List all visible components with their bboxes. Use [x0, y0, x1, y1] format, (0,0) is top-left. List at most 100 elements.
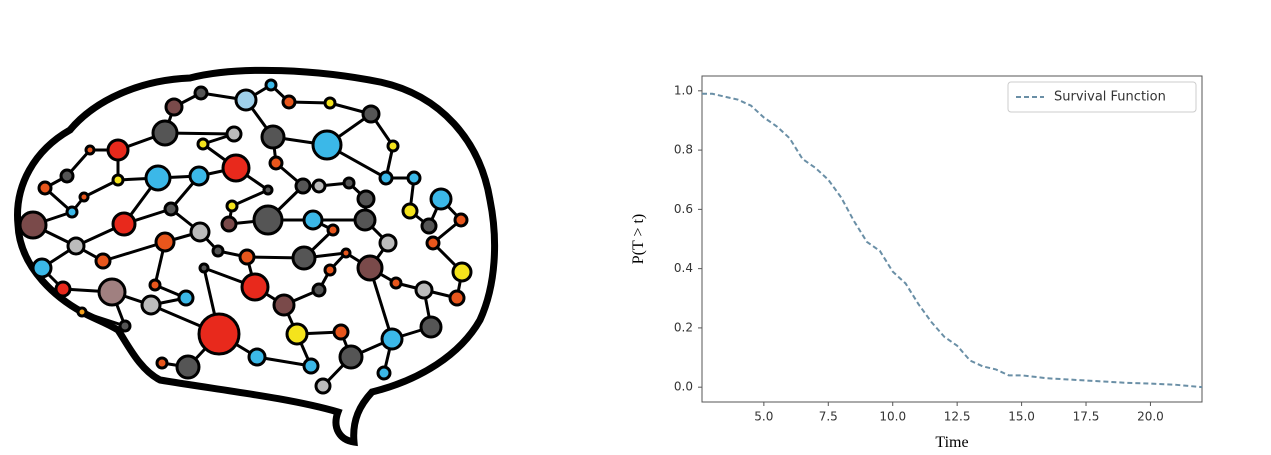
brain-node: [401, 202, 419, 220]
brain-node: [65, 205, 79, 219]
series-line: [702, 92, 1203, 389]
brain-node: [252, 204, 284, 236]
brain-node: [84, 144, 96, 156]
brain-node: [419, 315, 443, 339]
y-tick-label: 0.6: [674, 202, 693, 216]
brain-link: [230, 188, 270, 208]
brain-node: [198, 262, 210, 274]
brain-node: [453, 212, 469, 228]
brain-node: [302, 209, 324, 231]
brain-node: [78, 191, 90, 203]
brain-link: [80, 310, 127, 328]
y-tick-label: 0.0: [674, 380, 693, 394]
brain-node: [389, 276, 403, 290]
brain-node: [378, 170, 394, 186]
x-tick-label: 17.5: [1073, 410, 1100, 424]
legend-box: [1007, 81, 1197, 113]
brain-node: [314, 377, 332, 395]
brain-node: [386, 139, 400, 153]
brain-node: [291, 245, 317, 271]
brain-node: [281, 94, 297, 110]
brain-node: [111, 173, 125, 187]
brain-node: [37, 180, 53, 196]
brain-node: [326, 223, 340, 237]
brain-node: [175, 354, 201, 380]
brain-node: [177, 289, 195, 307]
brain-node: [429, 187, 453, 211]
brain-node: [18, 210, 48, 240]
brain-node: [221, 153, 251, 183]
x-tick-label: 15.0: [1008, 410, 1035, 424]
brain-node: [225, 125, 243, 143]
brain-node: [193, 85, 209, 101]
brain-node: [414, 280, 434, 300]
brain-node: [272, 293, 296, 317]
brain-nodes: [18, 78, 473, 395]
brain-node: [118, 319, 132, 333]
y-tick-label: 1.0: [674, 83, 693, 97]
brain-node: [220, 215, 238, 233]
brain-node: [188, 165, 210, 187]
brain-node: [66, 236, 86, 256]
x-tick-label: 20.0: [1137, 410, 1164, 424]
brain-node: [247, 347, 267, 367]
chart: 0.0 0.2 0.4 0.6 0.8 1.0 5.0 7.5 10.0 12.5 15.0 17.5…: [630, 75, 1203, 451]
brain-node: [294, 177, 312, 195]
brain-node: [361, 104, 381, 124]
brain-node: [420, 217, 438, 235]
brain-node: [54, 280, 72, 298]
x-tick-label: 5.0: [754, 410, 773, 424]
y-tick-label: 0.2: [674, 320, 693, 334]
brain-node: [448, 289, 466, 307]
brain-node: [94, 252, 112, 270]
brain-node: [225, 199, 239, 213]
brain-node: [323, 263, 337, 277]
brain-node: [211, 244, 225, 258]
brain-node: [154, 231, 176, 253]
brain-node: [425, 235, 441, 251]
brain-node: [285, 322, 309, 346]
brain-node: [76, 306, 88, 318]
brain-node: [164, 97, 184, 117]
brain-node: [151, 119, 179, 147]
brain-node: [342, 176, 356, 190]
brain-node: [59, 168, 75, 184]
brain-node: [338, 344, 364, 370]
brain-node: [268, 155, 284, 171]
brain-node: [356, 254, 384, 282]
brain-node: [332, 323, 350, 341]
brain-node: [340, 247, 352, 259]
plot-frame: [701, 75, 1203, 403]
brain-node: [353, 208, 377, 232]
brain-link: [101, 240, 167, 263]
x-tick-label: 12.5: [944, 410, 971, 424]
brain-node: [148, 278, 162, 292]
brain-node: [106, 138, 130, 162]
brain-illustration: [14, 66, 499, 447]
brain-node: [144, 164, 172, 192]
x-axis-label: Time: [935, 434, 968, 451]
brain-node: [97, 277, 127, 307]
brain-node: [155, 356, 169, 370]
brain-node: [189, 221, 211, 243]
legend-label: Survival Function: [1054, 90, 1166, 105]
brain-node: [111, 211, 137, 237]
brain-node: [323, 96, 337, 110]
brain-node: [196, 137, 210, 151]
brain-node: [264, 78, 278, 92]
brain-node: [311, 178, 327, 194]
y-tick-label: 0.8: [674, 143, 693, 157]
brain-node: [260, 124, 286, 150]
x-tick-label: 10.0: [879, 410, 906, 424]
brain-node: [406, 170, 422, 186]
brain-node: [197, 312, 241, 356]
brain-node: [376, 365, 392, 381]
brain-node: [378, 233, 398, 253]
y-tick-label: 0.4: [674, 261, 693, 275]
brain-node: [31, 257, 53, 279]
brain-node: [140, 294, 162, 316]
brain-node: [451, 261, 473, 283]
brain-node: [380, 327, 404, 351]
brain-node: [163, 201, 179, 217]
